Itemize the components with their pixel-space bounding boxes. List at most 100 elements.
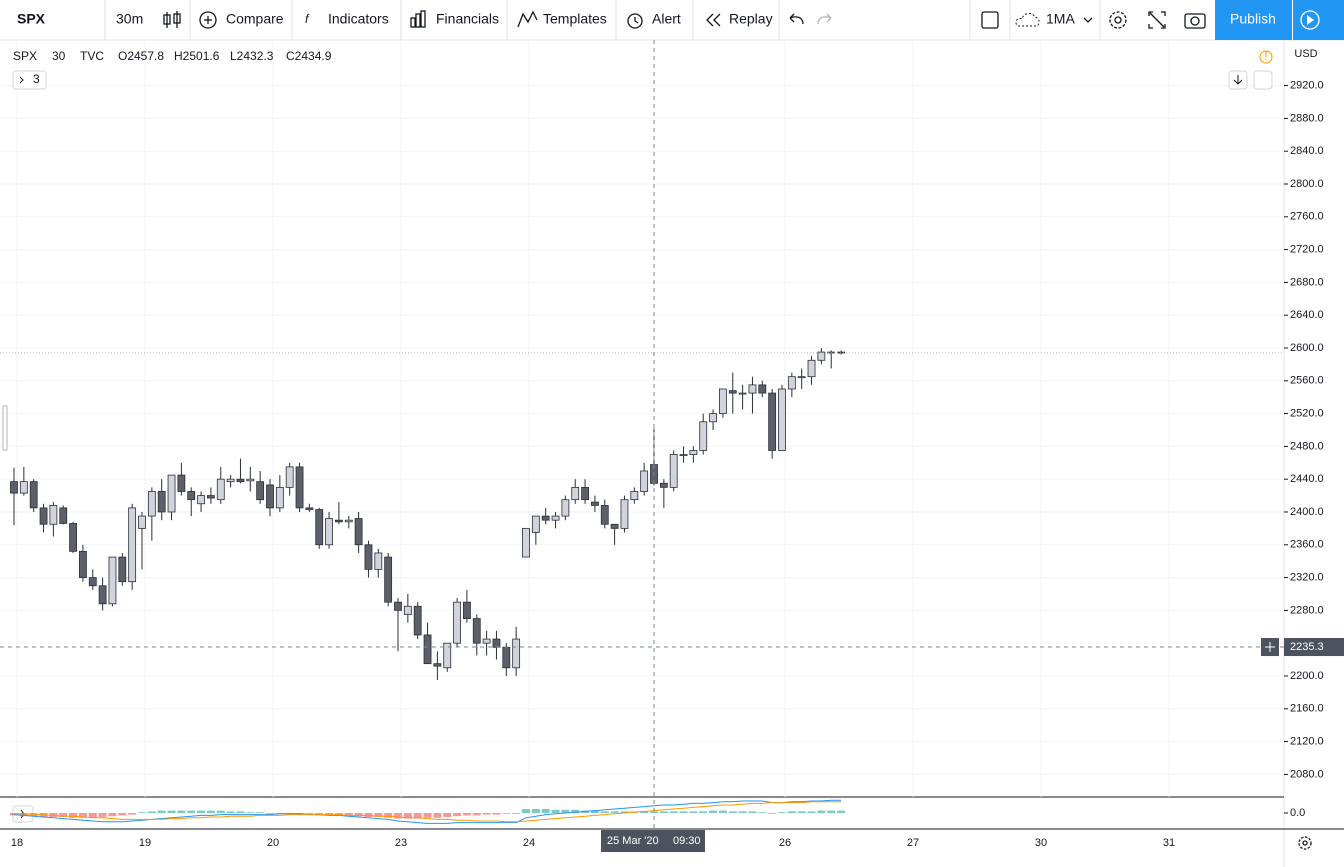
- settings-button[interactable]: [1109, 11, 1127, 29]
- side-handle[interactable]: [2, 405, 8, 451]
- candle-body: [581, 486, 589, 501]
- macd-histogram-bar: [728, 811, 737, 813]
- candle-body: [512, 638, 521, 669]
- y-tick-label: 2440.0: [1290, 473, 1324, 485]
- candle-body: [797, 376, 806, 379]
- alert-icon[interactable]: [627, 13, 643, 29]
- candle-body: [295, 466, 304, 509]
- warning-icon[interactable]: [1259, 50, 1273, 64]
- chart-type-button[interactable]: [163, 11, 181, 28]
- y-tick-label: 2200.0: [1290, 670, 1324, 682]
- y-tick-label: 2080.0: [1290, 768, 1324, 780]
- macd-histogram-bar: [659, 811, 668, 813]
- candle-body: [719, 388, 727, 414]
- layout-chevron[interactable]: [1083, 17, 1093, 23]
- candle-body: [433, 663, 442, 667]
- replay-icon[interactable]: [706, 13, 721, 27]
- y-tick-label: 2400.0: [1290, 506, 1324, 518]
- macd-histogram-bar: [512, 813, 521, 814]
- time-settings-button[interactable]: [1298, 836, 1312, 850]
- candle-body: [482, 638, 491, 644]
- symbol-button[interactable]: SPX: [17, 11, 46, 27]
- compare-icon[interactable]: [199, 11, 217, 29]
- candle-body: [502, 646, 511, 669]
- candle-body: [364, 544, 373, 570]
- candle-body: [19, 481, 28, 494]
- x-tick-label: 31: [1163, 837, 1175, 849]
- interval-button[interactable]: 30m: [116, 11, 143, 27]
- candle-body: [138, 515, 146, 529]
- y-tick-label: 2120.0: [1290, 735, 1324, 747]
- replay-button[interactable]: Replay: [729, 11, 773, 27]
- candle-body: [571, 486, 580, 501]
- indicators-button[interactable]: Indicators: [328, 11, 389, 27]
- compare-button[interactable]: Compare: [226, 11, 284, 27]
- candle-body: [531, 515, 540, 533]
- macd-histogram-bar: [738, 811, 747, 813]
- x-tick-label: 27: [907, 837, 919, 849]
- crosshair-time-label: 09:30: [673, 835, 701, 847]
- templates-icon[interactable]: [517, 10, 538, 28]
- snapshot-button[interactable]: [1184, 13, 1206, 29]
- macd-histogram-bar: [768, 813, 777, 814]
- macd-histogram-bar: [620, 811, 629, 813]
- toggle-chevron: [19, 76, 24, 84]
- alert-button[interactable]: Alert: [652, 11, 681, 27]
- fx-icon[interactable]: f: [305, 12, 310, 26]
- warning-mark: !: [1264, 49, 1267, 63]
- crosshair-price-label: 2235.3: [1290, 641, 1324, 653]
- reset-button[interactable]: [1253, 70, 1273, 90]
- undo-button[interactable]: [789, 13, 804, 25]
- candle-body: [748, 384, 757, 394]
- candle-body: [187, 491, 196, 501]
- x-tick-label: 30: [1035, 837, 1047, 849]
- candle-body: [472, 618, 481, 644]
- macd-histogram-bar: [19, 813, 28, 817]
- candle-body: [39, 507, 48, 525]
- macd-histogram-bar: [571, 809, 580, 813]
- publish-label[interactable]: Publish: [1230, 11, 1276, 27]
- grid: [0, 40, 1284, 797]
- candle-body: [787, 376, 796, 390]
- candle-body: [118, 556, 127, 583]
- macd-histogram-bar: [433, 813, 442, 818]
- indicators-count[interactable]: 3: [33, 72, 40, 86]
- candle-body: [285, 466, 294, 488]
- templates-button[interactable]: Templates: [543, 11, 607, 27]
- publish-button[interactable]: [1215, 0, 1292, 40]
- play-icon[interactable]: [1300, 10, 1320, 30]
- candle-body: [354, 518, 363, 546]
- redo-button[interactable]: [817, 13, 832, 25]
- layout-button[interactable]: 1MA: [1046, 11, 1075, 27]
- currency-label: USD: [1294, 48, 1317, 60]
- indicators-toggle[interactable]: [12, 70, 47, 90]
- fullscreen-button[interactable]: [1148, 11, 1166, 29]
- financials-icon[interactable]: [410, 10, 426, 28]
- macd-histogram-bar: [177, 810, 186, 813]
- candle-body: [541, 515, 550, 521]
- candle-body: [335, 519, 343, 523]
- financials-button[interactable]: Financials: [436, 11, 499, 27]
- candle-body: [728, 390, 737, 394]
- select-button[interactable]: [981, 11, 999, 29]
- macd-histogram-bar: [384, 813, 393, 818]
- macd-histogram-bar: [403, 813, 412, 819]
- macd-histogram-bar: [709, 810, 718, 813]
- candle-body: [344, 519, 353, 523]
- macd-histogram-bar: [787, 811, 796, 813]
- macd-histogram-bar: [492, 813, 501, 815]
- y-tick-label: 2320.0: [1290, 571, 1324, 583]
- cloud-icon[interactable]: [1015, 12, 1040, 27]
- x-tick-label: 19: [139, 837, 151, 849]
- candle-body: [147, 491, 156, 517]
- legend-symbol: SPX: [13, 49, 37, 63]
- macd-histogram-bar: [305, 813, 314, 815]
- legend-interval: 30: [52, 49, 66, 63]
- candle-body: [423, 634, 432, 665]
- macd-histogram-bar: [413, 813, 422, 819]
- macd-histogram-bar: [147, 811, 156, 813]
- candle-body: [689, 450, 698, 455]
- macd-histogram-bar: [472, 813, 481, 816]
- macd-histogram-bar: [640, 811, 649, 813]
